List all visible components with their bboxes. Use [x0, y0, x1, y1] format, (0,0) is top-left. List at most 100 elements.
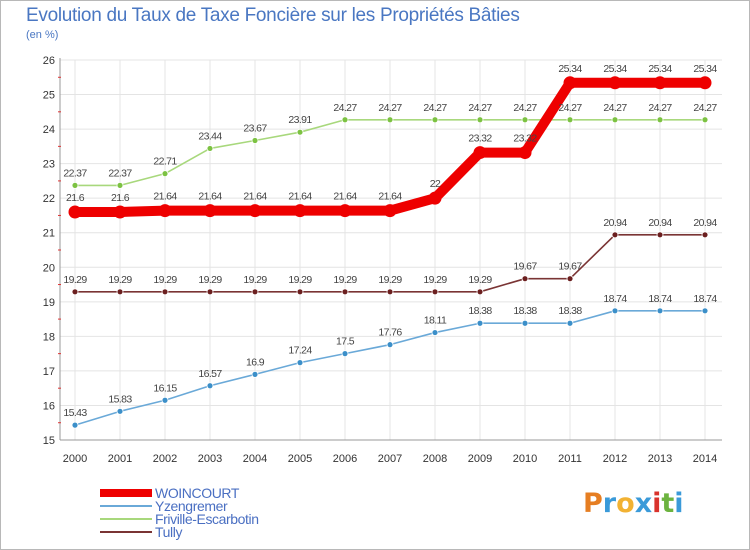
- data-point: [701, 231, 709, 239]
- y-tick-label: 21: [43, 228, 55, 240]
- data-point: [521, 275, 529, 283]
- data-label: 18.74: [603, 293, 627, 305]
- data-label: 25.34: [693, 63, 717, 75]
- data-label: 20.94: [648, 217, 672, 229]
- data-point: [566, 319, 574, 327]
- data-label: 19.29: [153, 274, 177, 286]
- data-point: [296, 288, 304, 296]
- y-tick-label: 20: [43, 262, 55, 274]
- data-point: [383, 204, 397, 218]
- data-point: [248, 204, 262, 218]
- data-label: 19.29: [378, 274, 402, 286]
- data-label: 19.29: [63, 274, 87, 286]
- data-point: [386, 116, 394, 124]
- axes: 15 16 17 18 19 20 21 22 23 24 25 26 2000 2001 2002 2003…: [43, 55, 722, 465]
- data-point: [341, 350, 349, 358]
- legend-swatch: [100, 489, 152, 497]
- data-point: [656, 231, 664, 239]
- x-tick-label: 2014: [693, 453, 717, 465]
- data-point: [611, 231, 619, 239]
- data-label: 24.27: [333, 102, 357, 114]
- data-point: [116, 181, 124, 189]
- x-tick-label: 2005: [288, 453, 312, 465]
- data-label: 19.67: [513, 261, 537, 273]
- data-label: 24.27: [513, 102, 537, 114]
- data-point: [293, 204, 307, 218]
- data-label: 23.44: [198, 130, 222, 142]
- data-labels: 19.29 19.29 19.29 19.29 19.29 19.29 19.29 19.29…: [63, 63, 718, 419]
- y-tick-label: 25: [43, 90, 55, 102]
- data-label: 21.64: [333, 191, 357, 203]
- logo-letter: P: [583, 488, 603, 519]
- legend-swatch: [100, 505, 152, 507]
- data-point: [161, 170, 169, 178]
- data-label: 19.29: [243, 274, 267, 286]
- data-label: 25.34: [558, 63, 582, 75]
- data-label: 21.64: [378, 191, 402, 203]
- data-label: 18.11: [424, 315, 447, 327]
- data-point: [476, 288, 484, 296]
- data-label: 24.27: [648, 102, 672, 114]
- data-point: [296, 359, 304, 367]
- data-point: [608, 76, 622, 90]
- data-label: 18.74: [648, 293, 672, 305]
- logo-letter: t: [661, 488, 675, 519]
- data-label: 24.27: [558, 102, 582, 114]
- x-tick-label: 2006: [333, 453, 357, 465]
- data-point: [341, 116, 349, 124]
- data-point: [251, 288, 259, 296]
- data-point: [251, 137, 259, 144]
- data-point: [296, 128, 304, 136]
- data-label: 23.32: [468, 133, 492, 145]
- data-point: [386, 288, 394, 296]
- data-label: 21.64: [243, 191, 267, 203]
- data-point: [116, 407, 124, 415]
- data-point: [71, 288, 79, 296]
- data-point: [203, 204, 217, 218]
- data-label: 16.9: [246, 356, 265, 368]
- data-point: [71, 181, 79, 189]
- logo-letter: i: [674, 488, 684, 519]
- series: [68, 76, 712, 429]
- x-tick-label: 2009: [468, 453, 492, 465]
- data-label: 22.37: [108, 167, 132, 179]
- data-label: 21.6: [66, 192, 85, 204]
- data-label: 21.6: [111, 192, 130, 204]
- data-label: 18.38: [513, 305, 537, 317]
- data-label: 21.64: [288, 191, 312, 203]
- data-point: [431, 116, 439, 124]
- y-tick-label: 18: [43, 331, 55, 343]
- data-point: [386, 341, 394, 349]
- data-point: [701, 116, 709, 124]
- data-label: 16.57: [198, 368, 222, 380]
- x-tick-label: 2012: [603, 453, 627, 465]
- data-point: [71, 421, 79, 429]
- legend-label: Friville-Escarbotin: [155, 511, 259, 527]
- data-point: [161, 288, 169, 296]
- data-point: [698, 76, 712, 90]
- data-label: 24.27: [423, 102, 447, 114]
- data-label: 22: [430, 178, 441, 190]
- x-tick-label: 2008: [423, 453, 447, 465]
- data-label: 21.64: [153, 191, 177, 203]
- data-point: [653, 76, 667, 90]
- data-label: 18.38: [468, 305, 492, 317]
- data-label: 24.27: [378, 102, 402, 114]
- data-label: 19.29: [423, 274, 447, 286]
- data-point: [161, 396, 169, 404]
- data-label: 25.34: [603, 63, 627, 75]
- y-tick-label: 15: [43, 435, 55, 447]
- logo-letter: r: [602, 488, 617, 519]
- data-label: 23.91: [288, 114, 312, 126]
- data-point: [566, 275, 574, 283]
- data-point: [521, 319, 529, 327]
- x-tick-label: 2011: [558, 453, 582, 465]
- y-tick-label: 17: [43, 366, 55, 378]
- logo-letter: i: [652, 488, 662, 519]
- data-label: 19.29: [333, 274, 357, 286]
- x-tick-label: 2010: [513, 453, 537, 465]
- data-point: [68, 205, 82, 219]
- proxiti-logo: Proxiti: [583, 488, 684, 519]
